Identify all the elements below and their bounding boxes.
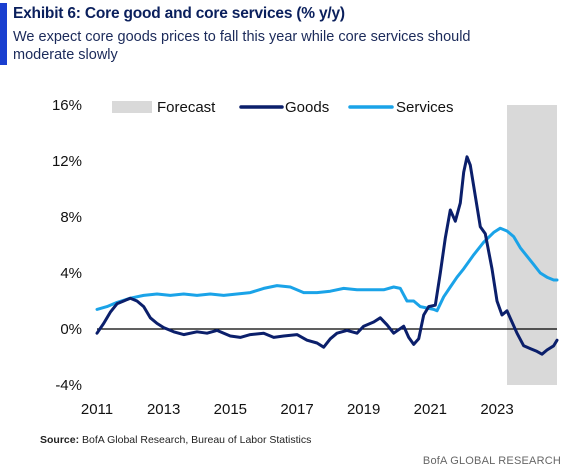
y-tick-label: 0% (60, 321, 82, 338)
chart: 16% 12% 8% 4% 0% -4% 2011 2013 2015 2017 2019 2021 2… (52, 97, 559, 418)
x-tick-label: 2015 (214, 401, 247, 418)
source-note: Source: BofA Global Research, Bureau of … (40, 434, 311, 446)
page-title: Exhibit 6: Core good and core services (… (13, 5, 345, 22)
y-tick-label: 12% (52, 153, 82, 170)
x-tick-label: 2023 (480, 401, 513, 418)
series-line-goods (95, 155, 559, 356)
forecast-region (507, 105, 557, 385)
legend-label-services: Services (396, 99, 454, 116)
y-tick-label: 16% (52, 97, 82, 114)
x-tick-label: 2013 (147, 401, 180, 418)
legend-label-goods: Goods (285, 99, 329, 116)
source-label: Source: (40, 434, 80, 446)
x-tick-label: 2017 (280, 401, 313, 418)
x-tick-label: 2011 (81, 401, 113, 418)
legend-label-forecast: Forecast (157, 99, 216, 116)
x-tick-label: 2019 (347, 401, 380, 418)
accent-bar (0, 3, 7, 65)
x-tick-label: 2021 (414, 401, 447, 418)
y-tick-label: -4% (55, 377, 82, 394)
legend-swatch-forecast (112, 101, 152, 113)
brand-label: BofA GLOBAL RESEARCH (422, 455, 561, 467)
y-tick-label: 4% (60, 265, 82, 282)
source-text: BofA Global Research, Bureau of Labor St… (82, 434, 312, 446)
series-line-services (95, 226, 559, 313)
page-subtitle: We expect core goods prices to fall this… (13, 29, 471, 63)
y-tick-label: 8% (60, 209, 82, 226)
